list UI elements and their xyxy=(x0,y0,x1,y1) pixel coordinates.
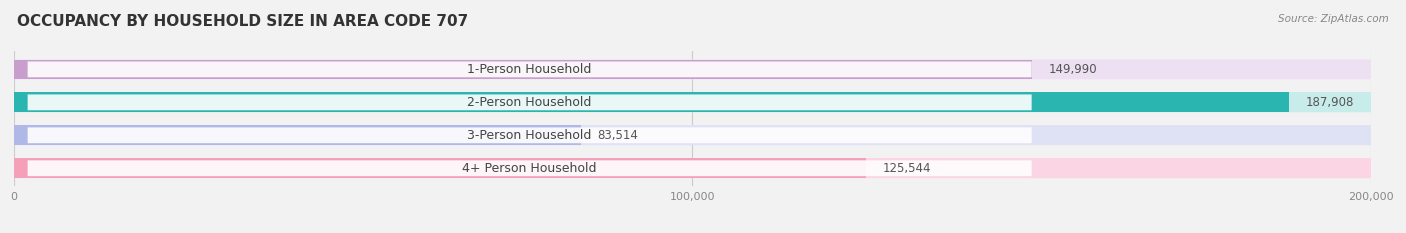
Bar xyxy=(14,125,1371,145)
Bar xyxy=(14,158,866,178)
Text: 2-Person Household: 2-Person Household xyxy=(467,96,592,109)
Text: 1-Person Household: 1-Person Household xyxy=(467,63,592,76)
Bar xyxy=(14,125,581,145)
Bar xyxy=(14,93,1289,112)
FancyBboxPatch shape xyxy=(14,125,1371,145)
Text: 3-Person Household: 3-Person Household xyxy=(467,129,592,142)
Bar xyxy=(14,59,1032,79)
FancyBboxPatch shape xyxy=(14,59,1371,79)
Text: 125,544: 125,544 xyxy=(883,162,931,175)
FancyBboxPatch shape xyxy=(28,62,1032,77)
FancyBboxPatch shape xyxy=(14,158,1371,178)
FancyBboxPatch shape xyxy=(14,93,1371,112)
Text: 149,990: 149,990 xyxy=(1049,63,1097,76)
Text: Source: ZipAtlas.com: Source: ZipAtlas.com xyxy=(1278,14,1389,24)
Text: 83,514: 83,514 xyxy=(598,129,638,142)
Text: 187,908: 187,908 xyxy=(1306,96,1354,109)
Bar xyxy=(14,93,1371,112)
Text: 4+ Person Household: 4+ Person Household xyxy=(463,162,598,175)
FancyBboxPatch shape xyxy=(28,94,1032,110)
Text: OCCUPANCY BY HOUSEHOLD SIZE IN AREA CODE 707: OCCUPANCY BY HOUSEHOLD SIZE IN AREA CODE… xyxy=(17,14,468,29)
FancyBboxPatch shape xyxy=(28,127,1032,143)
Bar xyxy=(14,59,1371,79)
FancyBboxPatch shape xyxy=(28,160,1032,176)
Bar xyxy=(14,158,1371,178)
